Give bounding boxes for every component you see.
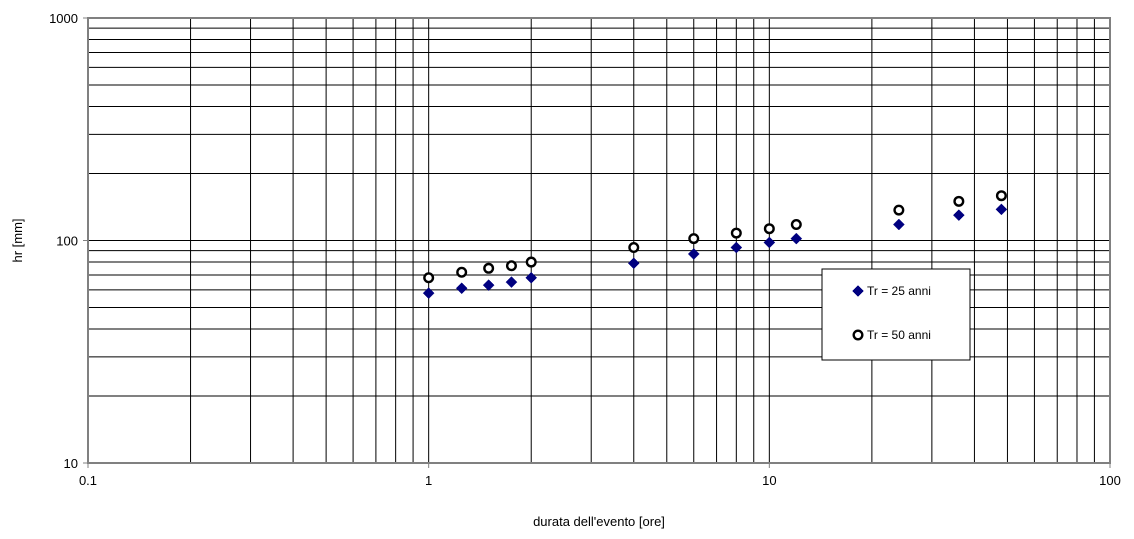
data-point-tr25 xyxy=(790,232,803,245)
y-tick-label: 1000 xyxy=(49,11,78,26)
data-point-tr25 xyxy=(627,257,640,270)
tick-labels: 0.1 1 10 100 10 100 1000 xyxy=(49,11,1121,488)
x-tick-label: 0.1 xyxy=(79,473,97,488)
data-point-tr25 xyxy=(455,282,468,295)
legend-symbol-circle xyxy=(852,329,864,341)
legend-box xyxy=(821,268,971,361)
y-axis-label: hr [mm] xyxy=(10,218,25,262)
data-point-tr50 xyxy=(995,190,1007,202)
data-point-tr25 xyxy=(952,209,965,222)
data-point-tr50 xyxy=(893,204,905,216)
legend-symbol-diamond xyxy=(852,285,864,297)
data-point-tr25 xyxy=(893,218,905,231)
legend-marker-diamond xyxy=(852,285,864,297)
legend-label-tr25: Tr = 25 anni xyxy=(867,284,931,298)
data-point-tr50 xyxy=(483,262,495,274)
data-point-tr25 xyxy=(687,248,700,260)
data-point-tr50 xyxy=(423,272,435,284)
x-axis-label: durata dell'evento [ore] xyxy=(533,514,665,529)
data-points xyxy=(422,190,1008,299)
legend: Tr = 25 anni Tr = 50 anni xyxy=(821,268,971,361)
data-point-tr50 xyxy=(790,219,802,231)
legend-marker-circle xyxy=(852,329,864,341)
data-point-tr25 xyxy=(763,236,776,249)
data-point-tr50 xyxy=(730,227,742,239)
data-point-tr25 xyxy=(730,241,743,254)
data-point-tr50 xyxy=(525,256,537,268)
x-tick-label: 100 xyxy=(1099,473,1121,488)
y-tick-label: 100 xyxy=(56,234,78,249)
x-tick-label: 10 xyxy=(762,473,776,488)
data-point-tr25 xyxy=(482,279,495,292)
data-point-tr25 xyxy=(505,276,518,288)
data-point-tr50 xyxy=(505,260,517,272)
data-point-tr50 xyxy=(763,223,775,235)
data-point-tr25 xyxy=(995,203,1008,216)
data-point-tr50 xyxy=(953,195,965,207)
data-point-tr25 xyxy=(525,271,538,284)
data-point-tr50 xyxy=(456,266,468,278)
x-tick-label: 1 xyxy=(425,473,432,488)
data-point-tr25 xyxy=(422,287,435,299)
y-tick-label: 10 xyxy=(64,456,78,471)
data-point-tr50 xyxy=(688,233,700,245)
grid xyxy=(87,18,1110,464)
data-point-tr50 xyxy=(628,242,640,254)
legend-label-tr50: Tr = 50 anni xyxy=(867,328,931,342)
